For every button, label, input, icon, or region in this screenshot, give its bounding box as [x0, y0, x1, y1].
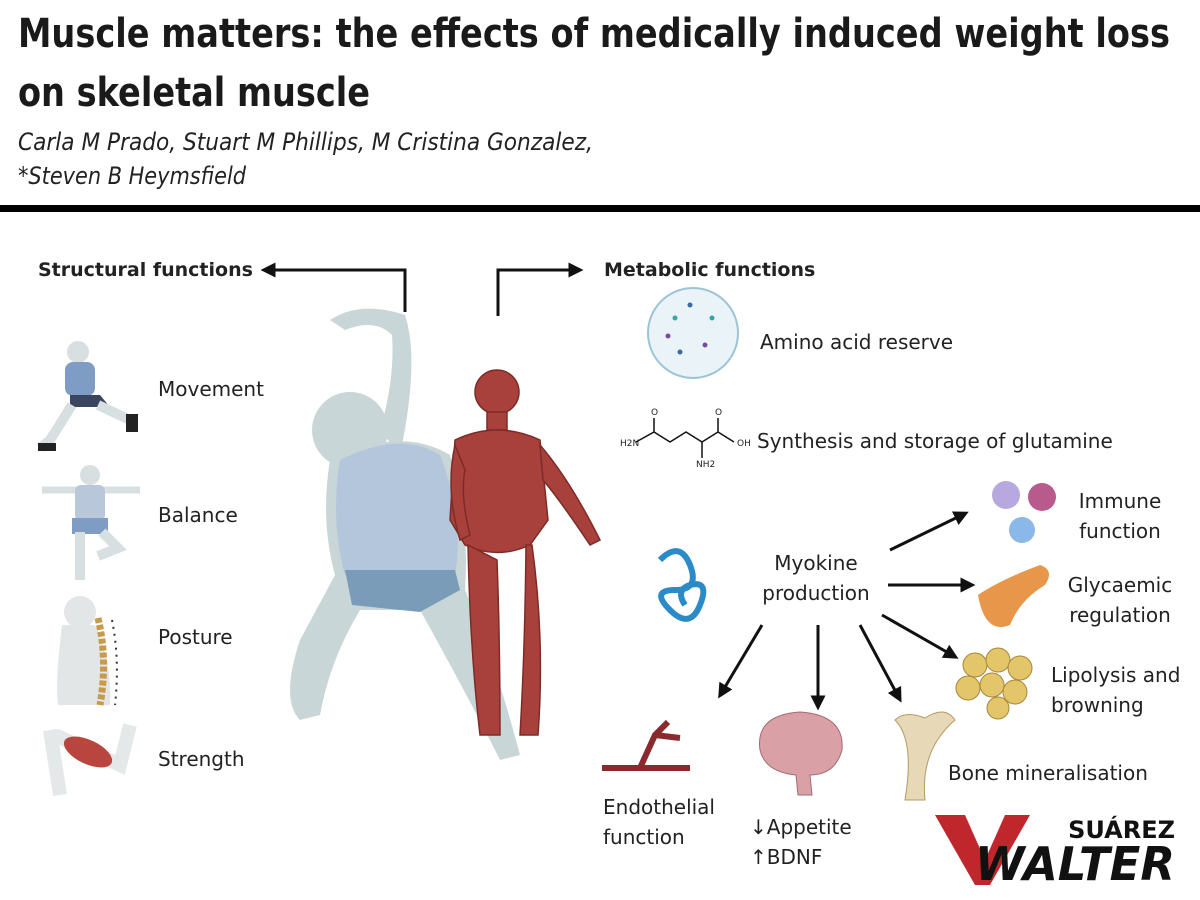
- effect-label: Lipolysis and: [1051, 663, 1180, 687]
- structural-heading: Structural functions: [38, 259, 253, 281]
- arrow: [889, 511, 969, 552]
- effect-label: function: [603, 825, 685, 849]
- atom: O: [715, 408, 722, 418]
- effect-label: Glycaemic: [1068, 573, 1172, 597]
- metabolic-heading: Metabolic functions: [604, 259, 815, 281]
- divider: [0, 205, 1200, 212]
- effect-label: ↑BDNF: [750, 845, 822, 869]
- immune-icon: [992, 481, 1056, 543]
- arrow: [858, 624, 902, 703]
- arrow: [881, 613, 959, 659]
- bone-icon: [894, 711, 956, 801]
- glutamine-label: Synthesis and storage of glutamine: [757, 429, 1113, 453]
- arrow: [496, 262, 584, 316]
- effect-label: Bone mineralisation: [948, 761, 1148, 785]
- atom: H2N: [620, 439, 639, 449]
- brain-icon: [759, 711, 843, 796]
- logo-top: SUÁREZ: [1068, 815, 1175, 844]
- logo: SUÁREZ WALTER: [935, 815, 1175, 891]
- fat-icon: [955, 647, 1033, 720]
- arrow: [260, 262, 407, 312]
- muscle-figure: [449, 369, 602, 736]
- effect-label: Immune: [1079, 489, 1162, 513]
- myokine-label: Myokine: [774, 551, 857, 575]
- structural-item: Strength: [158, 747, 245, 771]
- authors: Carla M Prado, Stuart M Phillips, M Cris…: [18, 128, 593, 156]
- title: Muscle matters: the effects of medically…: [18, 11, 1170, 57]
- posture-icon: [57, 596, 118, 706]
- myokine-label: production: [762, 581, 869, 605]
- effect-label: regulation: [1069, 603, 1171, 627]
- strength-icon: [43, 723, 137, 797]
- atom: O: [651, 408, 658, 418]
- effect-label: browning: [1051, 693, 1144, 717]
- glutamine-molecule: [635, 418, 735, 458]
- balance-icon: [42, 465, 140, 580]
- structural-item: Balance: [158, 503, 238, 527]
- effect-label: Endothelial: [603, 795, 715, 819]
- effect-label: ↓Appetite: [750, 815, 852, 839]
- effect-label: function: [1079, 519, 1161, 543]
- structural-item: Movement: [158, 377, 264, 401]
- runner-icon: [36, 341, 138, 452]
- pancreas-icon: [978, 565, 1049, 627]
- arrow: [718, 624, 764, 699]
- authors: *Steven B Heymsfield: [18, 162, 247, 190]
- amino-label: Amino acid reserve: [760, 330, 953, 354]
- myokine-icon: [657, 548, 707, 622]
- atom: NH2: [696, 460, 715, 470]
- title: on skeletal muscle: [18, 70, 370, 116]
- amino-icon: [647, 287, 739, 379]
- atom: OH: [737, 439, 751, 449]
- vessel-icon: [602, 719, 690, 771]
- structural-item: Posture: [158, 625, 233, 649]
- logo-bottom: WALTER: [975, 837, 1175, 891]
